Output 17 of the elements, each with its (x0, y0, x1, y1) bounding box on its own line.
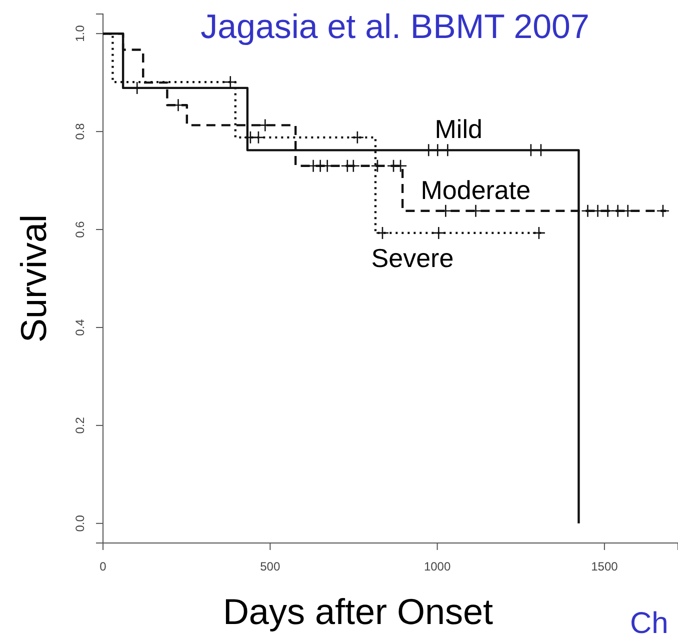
x-axis-title: Days after Onset (222, 591, 494, 632)
x-tick-label: 1000 (424, 560, 451, 574)
y-tick-label: 1.0 (73, 24, 87, 42)
y-tick-label: 0.6 (73, 220, 87, 238)
series-label: Severe (371, 242, 454, 273)
chart-title: Jagasia et al. BBMT 2007 (200, 8, 590, 46)
x-tick-label: 0 (100, 560, 107, 574)
y-tick-label: 0.2 (73, 416, 87, 434)
y-axis-title: Survival (13, 214, 54, 343)
y-tick-label: 0.4 (73, 318, 87, 336)
x-tick-label: 500 (260, 560, 280, 574)
series-label: Mild (434, 114, 482, 144)
x-tick-label: 1500 (591, 560, 618, 574)
y-tick-label: 0.0 (73, 514, 87, 532)
y-tick-label: 0.8 (73, 122, 87, 140)
text: Ch (630, 607, 668, 635)
series-label: Moderate (420, 174, 531, 205)
